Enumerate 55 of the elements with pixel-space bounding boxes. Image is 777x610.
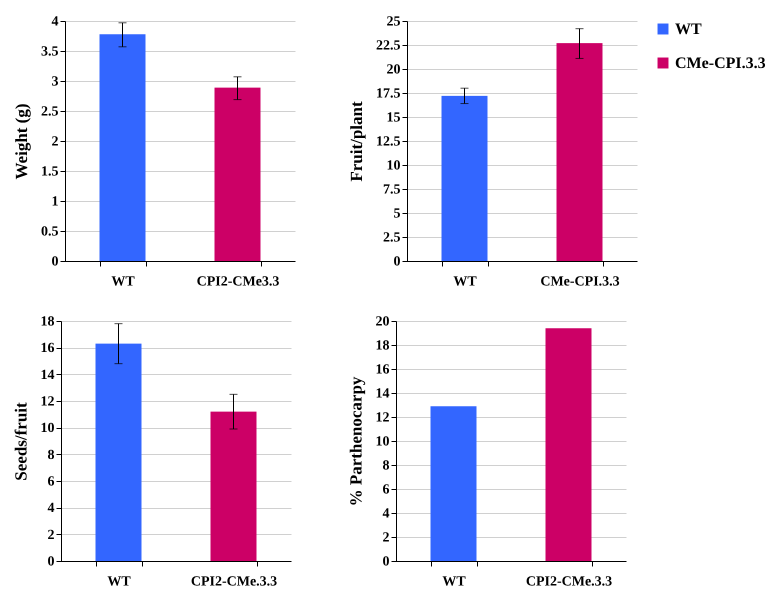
y-tick-label: 6	[48, 474, 54, 490]
y-tick-label: 18	[376, 338, 390, 354]
y-tick-label: 17.5	[376, 86, 400, 102]
y-tick-label: 14	[376, 386, 390, 402]
y-tick-label: 10	[40, 421, 54, 436]
y-tick-label: 25	[386, 14, 400, 30]
y-tick-label: 4	[382, 506, 390, 522]
y-tick-label: 5	[394, 206, 400, 222]
y-axis-title: Seeds/fruit	[12, 402, 30, 481]
y-tick-label: 7.5	[383, 182, 400, 198]
y-tick-label: 15	[386, 110, 400, 126]
x-tick-label: CPI2-CMe.3.3	[190, 574, 278, 590]
y-tick-label: 0.5	[41, 224, 58, 240]
y-tick-label: 20	[386, 62, 400, 78]
y-tick-label: 0	[394, 254, 400, 270]
y-tick-label: 0	[52, 254, 58, 270]
y-tick-label: 0	[382, 554, 390, 570]
y-axis-title: Weight (g)	[12, 103, 31, 180]
y-tick-label: 2.5	[383, 230, 400, 246]
y-tick-label: 1.5	[41, 164, 58, 180]
y-tick-label: 12.5	[376, 134, 400, 150]
x-tick-label: WT	[111, 274, 136, 290]
x-tick-label: WT	[107, 574, 132, 590]
y-tick-label: 0	[48, 554, 54, 570]
y-axis-title: % Parthenocarpy	[346, 376, 366, 506]
x-tick-label: CPI2-CMe.3.3	[526, 574, 612, 590]
y-tick-label: 1	[52, 194, 58, 210]
x-tick-label: CMe-CPI.3.3	[540, 274, 620, 290]
y-tick-label: 16	[40, 341, 54, 356]
y-tick-label: 14	[40, 368, 54, 383]
legend-label: WT	[675, 21, 702, 38]
y-tick-label: 2	[48, 528, 54, 543]
y-tick-label: 16	[376, 362, 390, 378]
y-tick-label: 18	[40, 314, 54, 330]
y-tick-label: 12	[376, 410, 390, 426]
y-tick-label: 4	[52, 14, 58, 30]
y-tick-label: 2.5	[41, 104, 58, 120]
y-tick-label: 3	[52, 74, 58, 90]
y-tick-label: 22.5	[376, 38, 400, 54]
x-tick-label: WT	[453, 274, 478, 290]
x-tick-label: CPI2-CMe3.3	[196, 274, 280, 290]
y-tick-label: 4	[48, 501, 54, 516]
y-tick-label: 12	[40, 394, 54, 410]
y-tick-label: 8	[382, 458, 390, 474]
y-axis-title: Fruit/plant	[347, 101, 366, 182]
y-tick-label: 10	[376, 434, 390, 450]
y-tick-label: 6	[382, 482, 390, 498]
x-tick-label: WT	[442, 574, 466, 590]
y-tick-label: 3.5	[41, 44, 58, 60]
y-tick-label: 10	[386, 158, 400, 174]
y-tick-label: 20	[376, 314, 390, 330]
y-tick-label: 2	[382, 530, 390, 546]
y-tick-label: 8	[48, 448, 54, 463]
legend-label: CMe-CPI.3.3	[675, 55, 766, 72]
y-tick-label: 2	[52, 134, 58, 150]
